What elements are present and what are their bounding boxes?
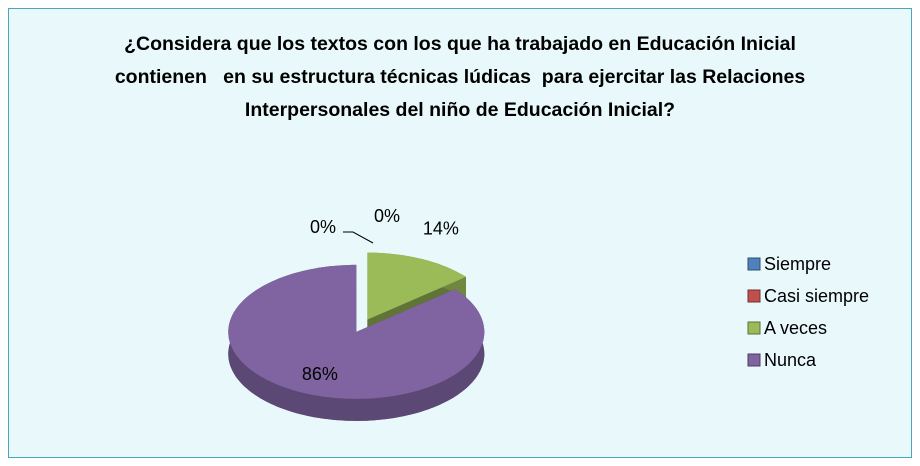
leader-line — [343, 231, 374, 244]
data-label: 14% — [423, 219, 459, 239]
data-label: 0% — [374, 206, 400, 226]
legend-swatch — [747, 321, 761, 335]
data-label: 0% — [310, 217, 336, 237]
legend-swatch — [747, 257, 761, 271]
chart-title: ¿Considera que los textos con los que ha… — [114, 33, 811, 121]
legend-swatch — [747, 289, 761, 303]
legend-label: Nunca — [764, 350, 817, 370]
slice — [228, 264, 485, 399]
legend-label: Casi siempre — [764, 286, 869, 306]
legend-label: Siempre — [764, 254, 831, 274]
data-label: 86% — [302, 364, 338, 384]
legend-swatch — [747, 353, 761, 367]
slice — [367, 252, 466, 320]
legend-label: A veces — [764, 318, 827, 338]
